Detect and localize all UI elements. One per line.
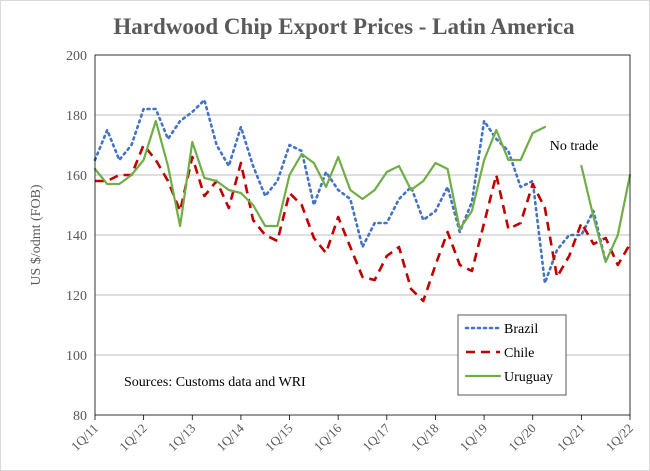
plot-area-border bbox=[94, 54, 631, 416]
series-lines bbox=[93, 98, 632, 303]
y-tick-label: 180 bbox=[66, 109, 87, 124]
y-axis-label: US $/odmt (FOB) bbox=[29, 184, 44, 285]
series-line-chile bbox=[95, 143, 632, 303]
y-tick-label: 80 bbox=[73, 409, 87, 424]
y-tick-label: 140 bbox=[66, 229, 87, 244]
chart-title: Hardwood Chip Export Prices - Latin Amer… bbox=[113, 14, 575, 39]
y-tick-label: 200 bbox=[66, 49, 87, 64]
sources-annotation: Sources: Customs data and WRI bbox=[124, 375, 306, 390]
no-trade-annotation: No trade bbox=[550, 139, 599, 154]
legend-label-brazil: Brazil bbox=[504, 322, 538, 337]
y-tick-label: 160 bbox=[66, 169, 87, 184]
series-line-brazil bbox=[93, 98, 607, 285]
series-line-uruguay bbox=[93, 119, 632, 264]
y-tick-label: 120 bbox=[66, 289, 87, 304]
legend-label-uruguay: Uruguay bbox=[504, 370, 553, 385]
y-tick-label: 100 bbox=[66, 349, 87, 364]
legend: Brazil Chile Uruguay bbox=[457, 314, 567, 396]
legend-label-chile: Chile bbox=[504, 346, 534, 361]
y-axis-ticks: 80 100 120 140 160 180 200 bbox=[66, 49, 87, 424]
legend-box bbox=[457, 314, 567, 396]
